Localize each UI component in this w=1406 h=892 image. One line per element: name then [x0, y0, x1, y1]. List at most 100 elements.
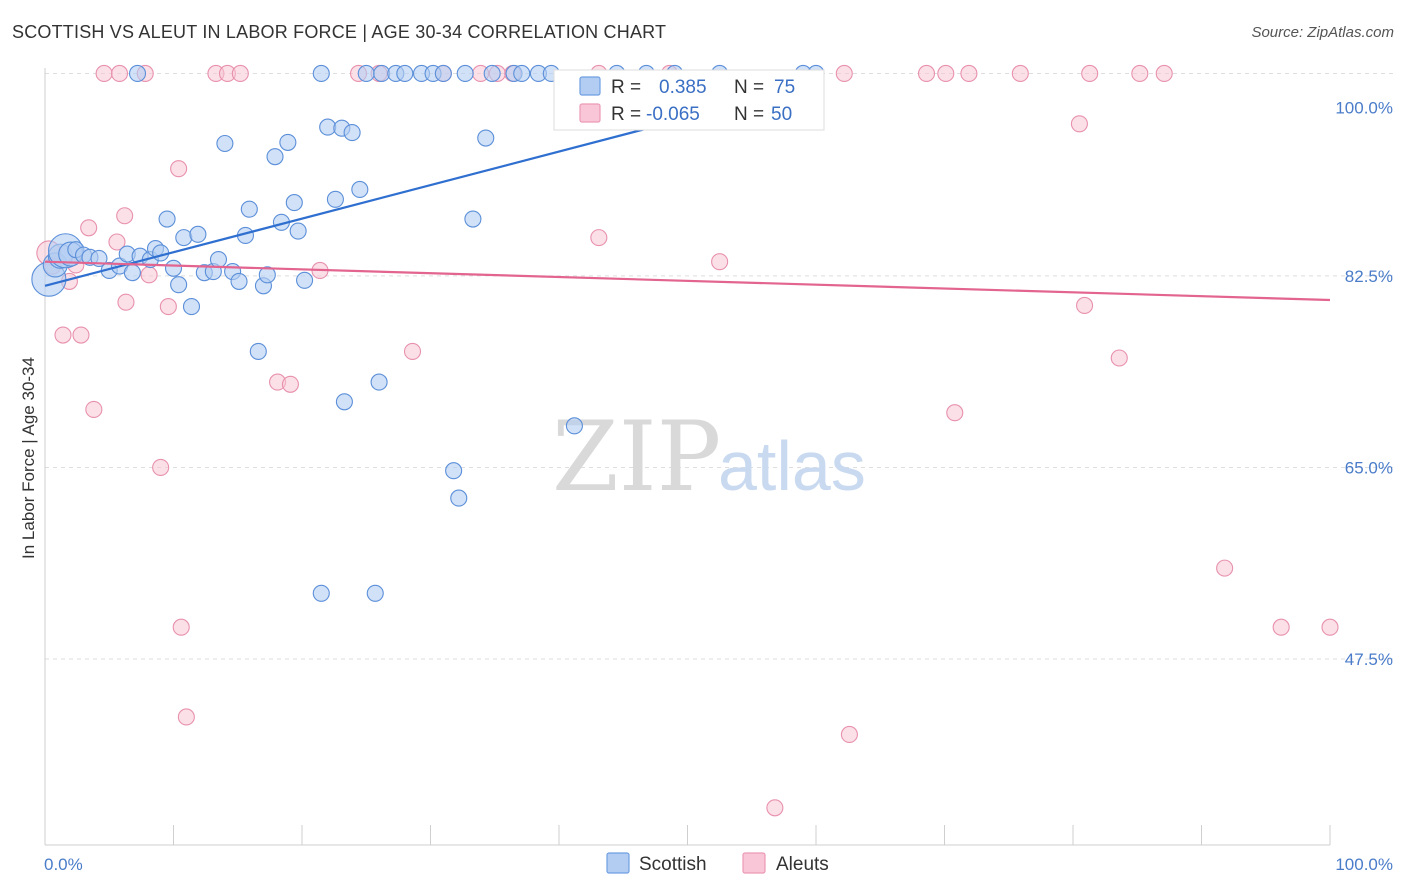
- legend-r-value-scottish: 0.385: [659, 77, 707, 98]
- data-point-scottish: [289, 222, 307, 240]
- data-point-scottish: [266, 148, 284, 166]
- chart-title: SCOTTISH VS ALEUT IN LABOR FORCE | AGE 3…: [12, 22, 667, 42]
- legend-n-label-scottish: N =: [734, 77, 764, 98]
- y-tick-labels: 100.0% 82.5% 65.0% 47.5%: [1335, 98, 1393, 669]
- data-point-aleuts: [1081, 64, 1099, 83]
- data-point-aleuts: [946, 404, 964, 422]
- data-point-scottish: [189, 225, 207, 243]
- data-point-scottish: [240, 200, 258, 218]
- data-point-scottish: [312, 584, 330, 602]
- data-point-aleuts: [95, 64, 113, 83]
- data-point-aleuts: [108, 233, 126, 251]
- data-point-scottish: [450, 489, 468, 507]
- x-tick-label-left: 0.0%: [44, 855, 83, 874]
- data-point-scottish: [343, 124, 361, 142]
- data-point-aleuts: [159, 298, 177, 316]
- data-point-scottish: [279, 133, 297, 151]
- data-point-aleuts: [140, 266, 158, 284]
- legend-n-value-scottish: 75: [774, 77, 795, 98]
- bottom-legend-swatch-scottish: [606, 852, 630, 874]
- gridlines: [45, 72, 1393, 660]
- watermark-atlas: atlas: [718, 427, 866, 505]
- bottom-legend-label-scottish: Scottish: [639, 854, 707, 875]
- data-point-aleuts: [72, 326, 90, 344]
- data-point-aleuts: [231, 64, 249, 83]
- data-point-aleuts: [1076, 296, 1094, 315]
- data-point-aleuts: [1272, 618, 1290, 636]
- data-point-aleuts: [281, 375, 299, 393]
- data-point-scottish: [326, 190, 344, 208]
- data-point-scottish: [351, 180, 369, 199]
- y-tick-label: 100.0%: [1335, 98, 1393, 117]
- data-point-scottish: [366, 584, 384, 602]
- legend-swatch-aleuts: [579, 103, 601, 123]
- data-point-scottish: [170, 276, 188, 294]
- y-axis-label: In Labor Force | Age 30-34: [19, 357, 38, 559]
- data-point-aleuts: [1155, 64, 1173, 83]
- data-point-scottish: [456, 64, 474, 83]
- data-point-aleuts: [917, 64, 936, 83]
- data-point-scottish: [258, 266, 276, 284]
- legend-r-label-scottish: R =: [611, 77, 641, 98]
- data-point-scottish: [128, 64, 147, 83]
- data-point-aleuts: [960, 64, 978, 83]
- data-point-aleuts: [177, 708, 195, 726]
- y-tick-label: 47.5%: [1345, 650, 1393, 669]
- data-point-scottish: [370, 373, 388, 391]
- data-point-scottish: [123, 264, 141, 282]
- data-point-scottish: [464, 210, 482, 228]
- data-point-aleuts: [172, 618, 190, 636]
- data-point-scottish: [312, 64, 330, 83]
- data-point-aleuts: [117, 293, 135, 311]
- data-point-aleuts: [937, 64, 955, 83]
- data-point-aleuts: [1321, 618, 1339, 636]
- data-point-scottish: [396, 64, 414, 83]
- y-tick-label: 65.0%: [1345, 458, 1393, 477]
- legend-r-value-aleuts: -0.065: [646, 104, 700, 125]
- data-point-scottish: [175, 229, 193, 247]
- data-point-aleuts: [152, 458, 170, 476]
- data-point-scottish: [477, 129, 495, 147]
- legend-n-label-aleuts: N =: [734, 104, 764, 125]
- x-tick-label-right: 100.0%: [1335, 855, 1393, 874]
- data-point-scottish: [152, 244, 170, 262]
- data-point-aleuts: [840, 725, 858, 744]
- data-point-scottish: [285, 194, 303, 212]
- data-point-scottish: [182, 298, 201, 316]
- watermark: ZIP atlas: [552, 401, 866, 513]
- data-point-scottish: [445, 462, 463, 480]
- data-point-aleuts: [170, 160, 188, 178]
- data-point-aleuts: [116, 207, 134, 225]
- data-point-aleuts: [80, 219, 98, 237]
- data-point-aleuts: [590, 229, 608, 247]
- data-point-scottish: [335, 393, 353, 411]
- data-point-aleuts: [1131, 64, 1149, 83]
- legend-r-label-aleuts: R =: [611, 104, 641, 125]
- data-point-aleuts: [54, 326, 72, 344]
- series-scottish-points: [31, 64, 825, 602]
- data-point-scottish: [357, 64, 375, 83]
- trend-line-aleuts: [44, 260, 1331, 302]
- data-point-scottish: [565, 417, 583, 435]
- data-point-scottish: [319, 118, 337, 136]
- bottom-legend-swatch-aleuts: [742, 852, 766, 874]
- data-point-scottish: [434, 64, 452, 83]
- data-point-scottish: [249, 342, 267, 360]
- data-point-aleuts: [85, 400, 103, 418]
- data-point-aleuts: [1011, 64, 1029, 83]
- data-point-aleuts: [1216, 559, 1234, 577]
- y-tick-label: 82.5%: [1345, 267, 1393, 286]
- data-point-aleuts: [835, 64, 853, 83]
- legend-swatch-scottish: [579, 76, 601, 96]
- watermark-zip: ZIP: [552, 401, 721, 513]
- legend-box: R = 0.385 N = 75 R = -0.065 N = 50: [553, 69, 825, 131]
- data-point-scottish: [230, 272, 248, 290]
- data-point-scottish: [483, 64, 501, 83]
- bottom-legend-label-aleuts: Aleuts: [776, 854, 829, 875]
- legend-n-value-aleuts: 50: [771, 104, 792, 125]
- data-point-scottish: [209, 250, 228, 269]
- data-point-aleuts: [1110, 349, 1128, 367]
- data-point-scottish: [158, 210, 176, 228]
- data-point-scottish: [513, 64, 531, 83]
